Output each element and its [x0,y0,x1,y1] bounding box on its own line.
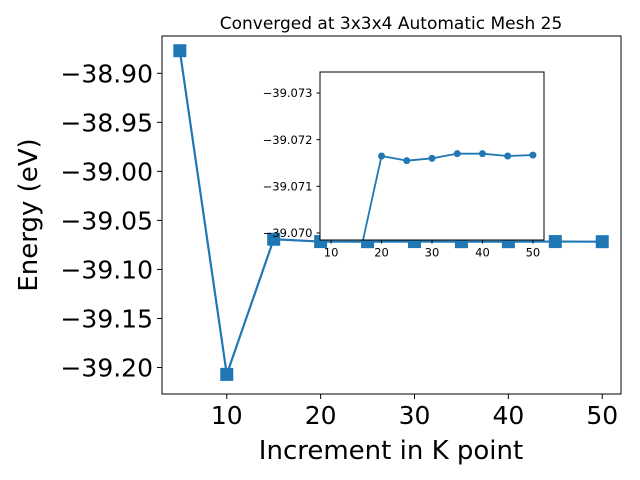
main-y-tick-label: −39.05 [60,206,153,235]
inset-axes-frame [319,71,545,241]
inset-data-point [529,151,537,159]
main-plot: Converged at 3x3x4 Automatic Mesh 25 10 2… [14,14,622,466]
x-axis-label: Increment in K point [259,436,523,466]
y-axis-label: Energy (eV) [14,138,44,291]
inset-x-tick-label: 10 [324,246,339,260]
main-x-tick-label: 10 [211,401,243,430]
inset-x-tick-label: 40 [475,246,490,260]
inset-data-point [378,152,386,160]
main-x-tick-label: 40 [492,401,524,430]
main-y-tick-label: −39.00 [60,157,153,186]
main-data-point [220,367,234,381]
main-y-tick-label: −38.95 [60,108,153,137]
inset-x-tick-label: 30 [425,246,440,260]
main-data-point [595,235,609,249]
inset-data-point [453,150,461,158]
inset-data-point [428,154,436,162]
inset-y-tick-label: −39.073 [263,86,313,100]
inset-y-tick-label: −39.072 [263,133,313,147]
inset-x-tick-label: 50 [526,246,541,260]
inset-series-line [362,152,533,240]
main-x-tick-label: 50 [586,401,618,430]
inset-data-point [504,152,512,160]
main-y-tick-label: −39.20 [60,354,153,383]
inset-data-point [478,150,486,158]
chart-title: Converged at 3x3x4 Automatic Mesh 25 [220,14,563,34]
inset-y-tick-label: −39.071 [263,179,313,193]
main-y-tick-label: −39.10 [60,255,153,284]
main-data-point [548,235,562,249]
inset-ticks: 10 20 30 40 50 −39.070 −39.071 −39.072 −39.073 [263,86,541,259]
main-data-point [267,232,281,246]
main-ticks: 10 20 30 40 50 −38.90 −38.95 −39.00 −39.05 −39.10… [60,59,618,430]
main-x-tick-label: 30 [399,401,431,430]
main-series-line [178,50,603,376]
inset-y-tick-label: −39.070 [263,226,313,240]
inset-data-point [403,157,411,165]
main-axes-frame [161,35,622,395]
main-y-tick-label: −38.90 [60,59,153,88]
main-y-tick-label: −39.15 [60,304,153,333]
main-data-point [173,44,187,58]
main-x-tick-label: 20 [305,401,337,430]
inset-series [362,150,537,240]
inset-x-tick-label: 20 [374,246,389,260]
inset-plot: 10 20 30 40 50 −39.070 −39.071 −39.072 −39.073 [263,71,545,260]
